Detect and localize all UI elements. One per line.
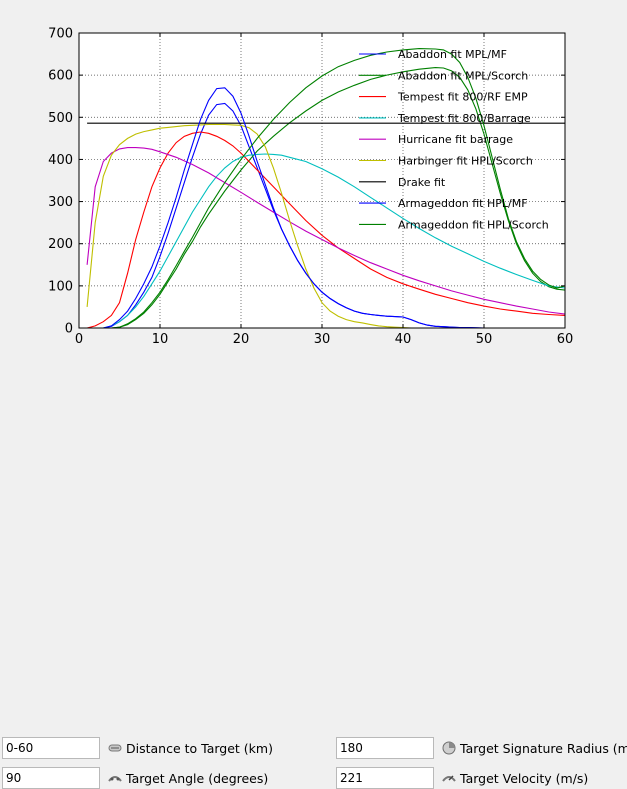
legend-entry-3: Tempest fit 800/RF EMP: [359, 91, 528, 104]
y-tick-label: 0: [65, 322, 73, 337]
legend-label: Armageddon fit HPL/Scorch: [398, 218, 549, 231]
y-tick-label: 300: [48, 195, 73, 210]
signature-radius-label: Target Signature Radius (m): [460, 740, 627, 756]
x-tick-label: 0: [75, 332, 83, 347]
angle-label: Target Angle (degrees): [126, 770, 269, 786]
legend-entry-5: Hurricane fit barrage: [359, 133, 513, 146]
x-tick-label: 30: [314, 332, 331, 347]
y-tick-label: 200: [48, 237, 73, 252]
distance-input[interactable]: [2, 737, 100, 759]
legend-entry-6: Harbinger fit HPL/Scorch: [359, 155, 533, 168]
distance-label: Distance to Target (km): [126, 740, 273, 756]
legend-entry-8: Armageddon fit HPL/MF: [359, 197, 528, 210]
legend-label: Abaddon fit MPL/MF: [398, 48, 507, 61]
signature-radius-icon: [442, 741, 456, 755]
series-line-2: [87, 67, 565, 328]
signature-control: Target Signature Radius (m): [336, 737, 627, 759]
velocity-control: Target Velocity (m/s): [336, 767, 588, 789]
distance-icon: [108, 744, 122, 752]
distance-control: Distance to Target (km): [2, 737, 273, 759]
damage-chart: 0 10 20 30 40 50 600100200300400500600700Abadd…: [48, 27, 574, 348]
legend-label: Harbinger fit HPL/Scorch: [398, 155, 533, 168]
velocity-input[interactable]: [336, 767, 434, 789]
x-tick-label: 20: [233, 332, 250, 347]
y-tick-label: 400: [48, 153, 73, 168]
x-tick-label: 60: [557, 332, 574, 347]
legend-entry-7: Drake fit: [359, 176, 446, 189]
legend-entry-4: Tempest fit 800/Barrage: [359, 112, 531, 125]
y-tick-label: 100: [48, 279, 73, 294]
chart-area: 0 10 20 30 40 50 60 0 100 200 300 400 500 600 700 Abadd…: [0, 0, 627, 366]
angle-icon: [108, 776, 122, 782]
signature-radius-input[interactable]: [336, 737, 434, 759]
series-line-8: [87, 87, 565, 328]
legend-entry-2: Abaddon fit MPL/Scorch: [359, 69, 528, 82]
series-line-3: [86, 131, 565, 328]
legend-label: Abaddon fit MPL/Scorch: [398, 69, 528, 82]
y-tick-label: 500: [48, 111, 73, 126]
x-tick-label: 50: [476, 332, 493, 347]
series-line-4: [87, 153, 565, 328]
angle-control: Target Angle (degrees): [2, 767, 268, 789]
legend-label: Hurricane fit barrage: [398, 133, 513, 146]
velocity-icon: [442, 775, 456, 782]
legend-entry-9: Armageddon fit HPL/Scorch: [359, 218, 549, 231]
x-tick-label: 10: [152, 332, 169, 347]
legend-label: Drake fit: [398, 176, 446, 189]
legend-entry-1: Abaddon fit MPL/MF: [359, 48, 507, 61]
y-tick-label: 700: [48, 27, 73, 42]
legend-label: Tempest fit 800/Barrage: [397, 112, 531, 125]
controls-panel: Distance to Target (km) Target Signature…: [0, 366, 627, 789]
angle-input[interactable]: [2, 767, 100, 789]
velocity-label: Target Velocity (m/s): [460, 770, 589, 786]
y-tick-label: 600: [48, 69, 73, 84]
legend-label: Armageddon fit HPL/MF: [398, 197, 528, 210]
legend-label: Tempest fit 800/RF EMP: [397, 91, 528, 104]
x-tick-label: 40: [395, 332, 412, 347]
series-line-9: [87, 48, 565, 328]
